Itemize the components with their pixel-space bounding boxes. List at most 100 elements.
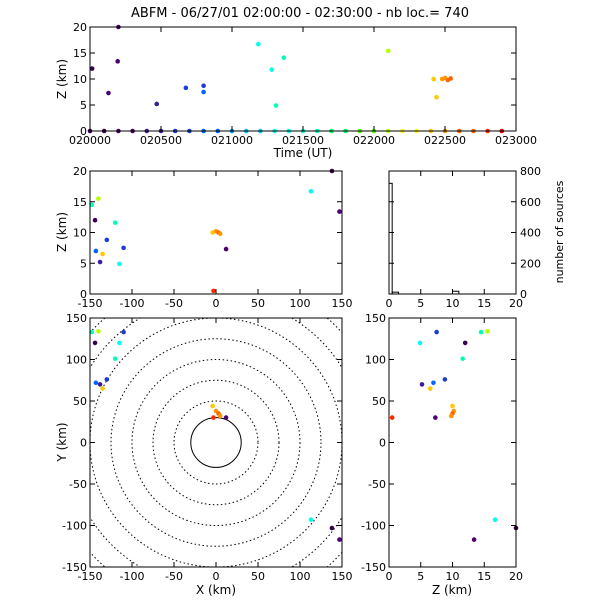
x-z-point xyxy=(92,217,98,223)
range-ring xyxy=(90,318,342,567)
z-y-point xyxy=(434,329,439,335)
y-tick-label: 600 xyxy=(520,196,541,209)
chart-title: ABFM - 06/27/01 02:00:00 - 02:30:00 - nb… xyxy=(131,6,469,21)
x-z-point xyxy=(96,196,101,201)
x-z-point xyxy=(104,237,110,243)
z-y-point xyxy=(492,517,498,522)
histogram-plot-area xyxy=(388,182,460,295)
x-y-panel: -150 -100 -50 0 50 100 150 -150 -100 -50 0 50 100 150… xyxy=(55,312,353,597)
z-y-point xyxy=(427,386,433,391)
range-ring xyxy=(90,318,342,567)
z-y-point xyxy=(450,403,455,409)
y-tick-label: 400 xyxy=(520,227,541,240)
time-height-point xyxy=(431,76,436,82)
time-height-point xyxy=(385,48,391,54)
x-y-point xyxy=(92,340,98,346)
z-y-panel: 0 5 10 15 20 -150 -100 -50 0 50 100 150 Z (km) xyxy=(361,312,523,597)
y-tick-label: 100 xyxy=(365,354,386,367)
x-z-point xyxy=(97,259,103,265)
time-height-point xyxy=(115,59,120,64)
time-height-point xyxy=(89,66,95,71)
y-tick-label: 20 xyxy=(73,21,87,34)
z-y-point xyxy=(460,356,465,361)
time-height-point xyxy=(269,67,275,72)
z-y-plot-area xyxy=(389,328,519,542)
y-tick-label: -50 xyxy=(368,478,386,491)
x-y-ylabel: Y (km) xyxy=(55,422,69,462)
x-z-point xyxy=(89,202,94,208)
time-height-point xyxy=(154,101,160,107)
z-y-point xyxy=(478,329,484,335)
z-y-ticks: 0 5 10 15 20 -150 -100 -50 0 50 100 150 xyxy=(361,312,523,583)
y-tick-label: 200 xyxy=(520,257,541,270)
x-y-plot-area xyxy=(89,328,342,542)
x-tick-label: 50 xyxy=(251,297,265,310)
z-y-point xyxy=(448,413,454,419)
y-tick-label: 800 xyxy=(520,165,541,178)
x-tick-label: -100 xyxy=(120,570,145,583)
x-y-point xyxy=(211,415,216,420)
x-tick-label: 150 xyxy=(332,570,353,583)
x-y-point xyxy=(97,382,103,387)
z-y-point xyxy=(431,380,436,386)
time-height-xlabel: Time (UT) xyxy=(273,146,333,160)
x-tick-label: 15 xyxy=(477,570,491,583)
y-tick-label: 15 xyxy=(73,47,87,60)
range-ring xyxy=(152,379,280,506)
x-tick-label: 0 xyxy=(386,297,393,310)
range-ring xyxy=(173,400,259,485)
x-y-point xyxy=(96,328,101,334)
x-tick-label: 20 xyxy=(509,297,523,310)
y-tick-label: 15 xyxy=(73,196,87,209)
x-tick-label: 020000 xyxy=(69,134,111,147)
time-height-point xyxy=(273,103,279,108)
x-tick-label: 023000 xyxy=(495,134,537,147)
y-tick-label: 0 xyxy=(80,125,87,138)
z-y-point xyxy=(471,537,477,542)
y-tick-label: 0 xyxy=(520,288,527,301)
time-height-panel: 020000 020500 021000 021500 022000 022500 0230… xyxy=(55,21,537,160)
y-tick-label: -100 xyxy=(62,520,87,533)
range-rings xyxy=(90,318,342,567)
time-height-point xyxy=(255,41,261,47)
x-tick-label: 15 xyxy=(477,297,491,310)
x-y-frame xyxy=(89,317,343,568)
z-y-point xyxy=(442,377,448,382)
x-tick-label: 022000 xyxy=(353,134,395,147)
x-y-point xyxy=(104,377,110,382)
y-tick-label: -150 xyxy=(62,561,87,574)
x-z-point xyxy=(308,188,314,194)
x-z-panel: -150 -100 -50 0 50 100 150 0 5 10 15 20 Z (km) xyxy=(55,165,353,310)
y-tick-label: 10 xyxy=(73,73,87,86)
y-tick-label: 0 xyxy=(80,288,87,301)
x-y-ticks: -150 -100 -50 0 50 100 150 -150 -100 -50 0 50 100 150 xyxy=(62,312,352,583)
x-tick-label: 100 xyxy=(290,570,311,583)
x-tick-label: -50 xyxy=(165,297,183,310)
y-tick-label: 5 xyxy=(80,99,87,112)
time-height-point xyxy=(448,76,453,81)
time-height-point xyxy=(201,89,206,95)
z-y-point xyxy=(462,340,468,346)
x-tick-label: -100 xyxy=(120,297,145,310)
range-ring xyxy=(110,338,322,547)
time-height-point xyxy=(106,90,111,96)
x-z-point xyxy=(223,246,229,252)
y-tick-label: 0 xyxy=(80,437,87,450)
x-tick-label: 0 xyxy=(213,570,220,583)
x-z-point xyxy=(211,288,216,294)
x-tick-label: 0 xyxy=(386,570,393,583)
x-y-point xyxy=(308,517,314,522)
time-height-ylabel: Z (km) xyxy=(55,59,69,99)
y-tick-label: 10 xyxy=(73,227,87,240)
y-tick-label: 150 xyxy=(365,312,386,325)
z-y-point xyxy=(389,415,395,420)
x-z-ticks: -150 -100 -50 0 50 100 150 0 5 10 15 20 xyxy=(73,165,353,310)
x-y-point xyxy=(117,340,122,346)
x-y-xlabel: X (km) xyxy=(196,583,236,597)
x-z-point xyxy=(217,231,223,237)
time-height-plot-area xyxy=(87,24,505,134)
x-z-plot-area xyxy=(89,168,342,294)
